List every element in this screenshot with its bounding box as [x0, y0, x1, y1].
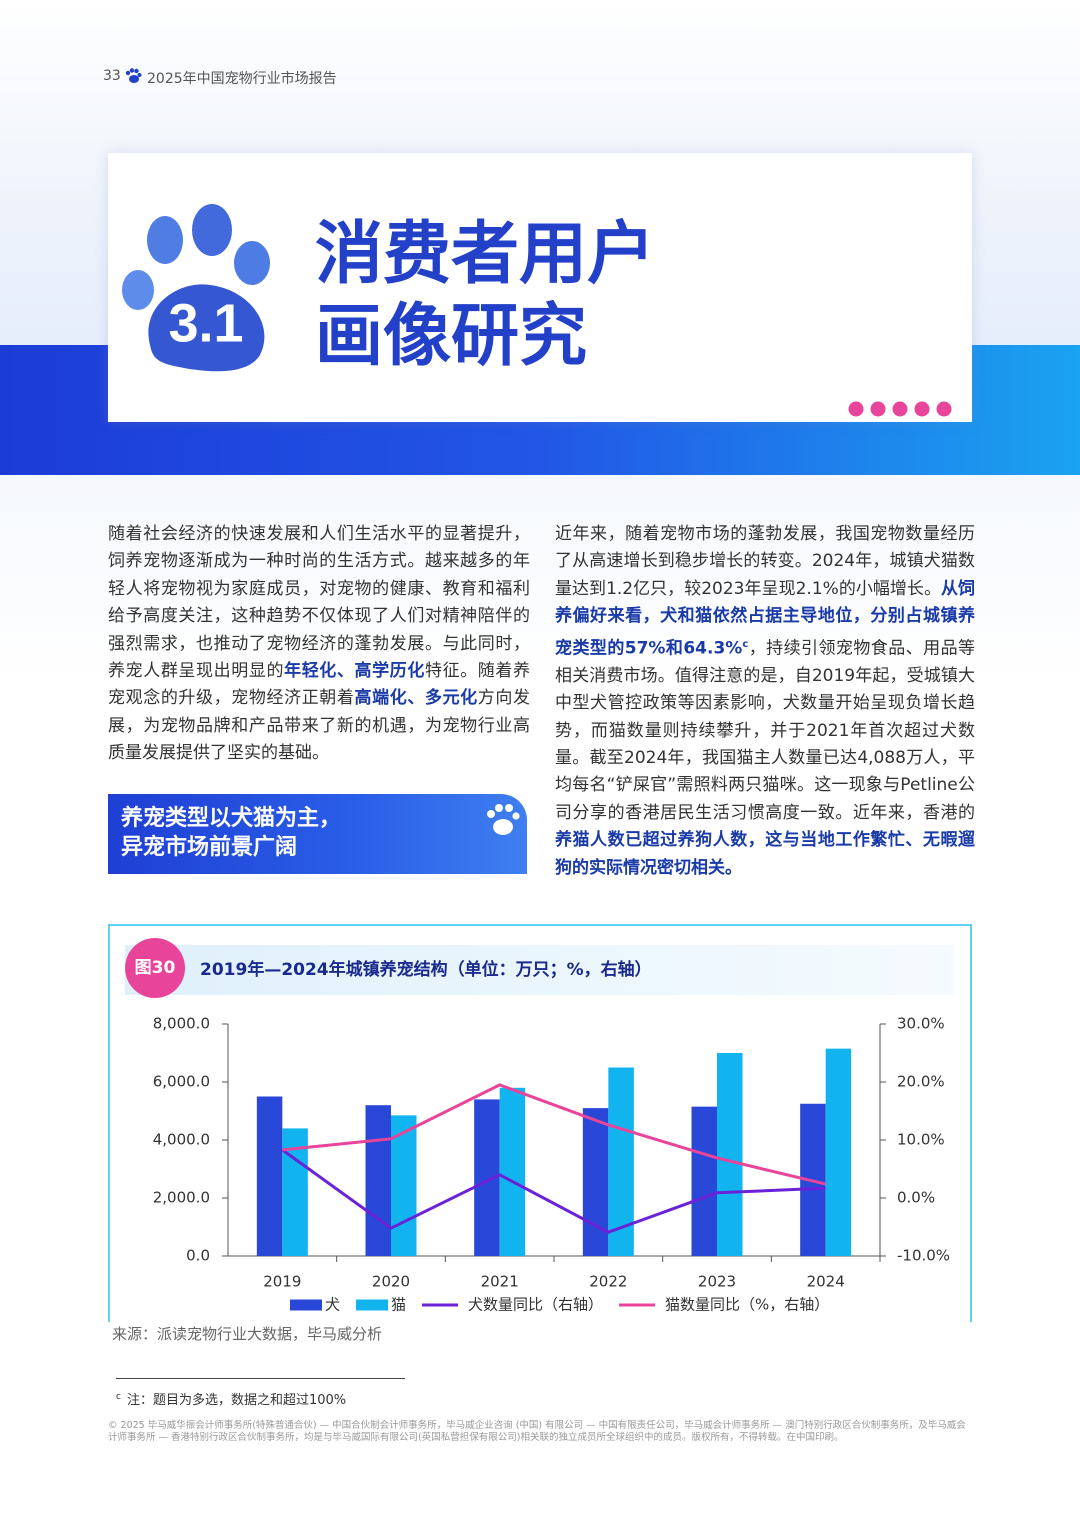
- section-number: 3.1: [168, 293, 243, 353]
- emphasis-text: 年轻化、高学历化: [284, 661, 425, 682]
- bar: [365, 1105, 391, 1256]
- x-tick-label: 2022: [589, 1273, 627, 1291]
- legend-swatch: [290, 1299, 322, 1311]
- footnote-marker: c: [116, 1391, 121, 1402]
- legend-label: 猫数量同比（%，右轴）: [665, 1296, 829, 1314]
- bar: [391, 1115, 417, 1256]
- subheading-line: 养宠类型以犬猫为主，: [121, 806, 342, 831]
- y2-tick-label: 10.0%: [897, 1131, 945, 1149]
- section-title-line: 消费者用户: [315, 215, 656, 294]
- body-text: 随着社会经济的快速发展和人们生活水平的显著提升，饲养宠物逐渐成为一种时尚的生活方…: [108, 524, 530, 682]
- x-tick-label: 2020: [372, 1273, 410, 1291]
- y-tick-label: 8,000.0: [153, 1015, 210, 1033]
- line-series: [282, 1083, 827, 1186]
- chart: 图30 2019年—2024年城镇养宠结构（单位：万只；%，右轴） 0.0 2,0…: [108, 924, 972, 1322]
- chart-title: 2019年—2024年城镇养宠结构（单位：万只；%，右轴）: [200, 959, 652, 980]
- page-number: 33: [103, 68, 121, 84]
- body-text: 特征。随着养宠观念的升级，宠物经济正朝着: [108, 661, 531, 709]
- bar: [499, 1087, 526, 1256]
- y2-tick-label: 30.0%: [897, 1015, 945, 1033]
- bar: [691, 1106, 717, 1256]
- y-tick-label: 4,000.0: [153, 1131, 210, 1149]
- report-title: 2025年中国宠物行业市场报告: [147, 71, 337, 87]
- y-tick-label: 0.0: [186, 1247, 210, 1265]
- figure-label: 图30: [135, 958, 176, 978]
- emphasis-text: 高端化、多元化: [354, 688, 478, 709]
- body-text: 方向发展，为宠物品牌和产品带来了新的机遇，为宠物行业高质量发展提供了坚实的基础。: [108, 688, 531, 764]
- emphasis-text: 养猫人数已超过养狗人数，这与当地工作繁忙、无暇遛狗的实际情况密切相关。: [555, 830, 975, 878]
- x-tick-label: 2021: [481, 1273, 519, 1291]
- left-paragraph: 随着社会经济的快速发展和人们生活水平的显著提升，饲养宠物逐渐成为一种时尚的生活方…: [108, 521, 530, 768]
- bar: [582, 1108, 609, 1256]
- legend-label: 犬数量同比（右轴）: [468, 1296, 603, 1314]
- subheading-line: 异宠市场前景广阔: [121, 835, 298, 860]
- x-tick-label: 2023: [698, 1273, 736, 1291]
- chart-frame: [108, 924, 972, 1322]
- subheading-box: [108, 794, 527, 874]
- section-card: [108, 153, 972, 422]
- y-tick-label: 2,000.0: [153, 1189, 210, 1207]
- footnote-rule: [116, 1378, 405, 1379]
- footnote: c 注：题目为多选，数据之和超过100%: [116, 1389, 346, 1408]
- bar: [717, 1053, 743, 1256]
- footnote-ref: c: [742, 638, 749, 650]
- section-title-line: 画像研究: [315, 297, 588, 376]
- line-series: [281, 1148, 826, 1234]
- y2-tick-label: -10.0%: [897, 1247, 950, 1265]
- y2-tick-label: 20.0%: [897, 1073, 945, 1091]
- bar: [825, 1048, 852, 1256]
- right-paragraph: 近年来，随着宠物市场的蓬勃发展，我国宠物数量经历了从高速增长到稳步增长的转变。2…: [555, 521, 975, 882]
- y-tick-label: 6,000.0: [153, 1073, 210, 1091]
- legend-swatch: [356, 1299, 389, 1311]
- copyright: © 2025 毕马威华振会计师事务所(特殊普通合伙) — 中国合伙制会计师事务所…: [108, 1420, 966, 1443]
- x-tick-label: 2019: [263, 1273, 301, 1291]
- header-paw-icon: [125, 68, 142, 83]
- bar: [256, 1096, 283, 1256]
- y2-tick-label: 0.0%: [897, 1189, 935, 1207]
- subheading-paw-icon: [487, 804, 520, 835]
- x-tick-label: 2024: [807, 1273, 845, 1291]
- decor-dots: [848, 401, 952, 417]
- section-paw-icon: 3.1: [122, 204, 270, 372]
- legend-label: 犬: [325, 1296, 340, 1314]
- emphasis-text: 从饲养偏好来看，犬和猫依然占据主导地位，分别占城镇养宠类型的57%和64.3%: [555, 578, 975, 659]
- legend-label: 猫: [391, 1296, 406, 1314]
- body-text: 近年来，随着宠物市场的蓬勃发展，我国宠物数量经历了从高速增长到稳步增长的转变。2…: [555, 524, 975, 599]
- figure-badge: [125, 938, 185, 998]
- body-text: ，持续引领宠物食品、用品等相关消费市场。值得注意的是，自2019年起，受城镇大中…: [555, 638, 976, 823]
- title-strip: [125, 945, 955, 995]
- chart-source: 来源：派读宠物行业大数据，毕马威分析: [112, 1325, 383, 1343]
- footnote-text: 注：题目为多选，数据之和超过100%: [126, 1393, 347, 1408]
